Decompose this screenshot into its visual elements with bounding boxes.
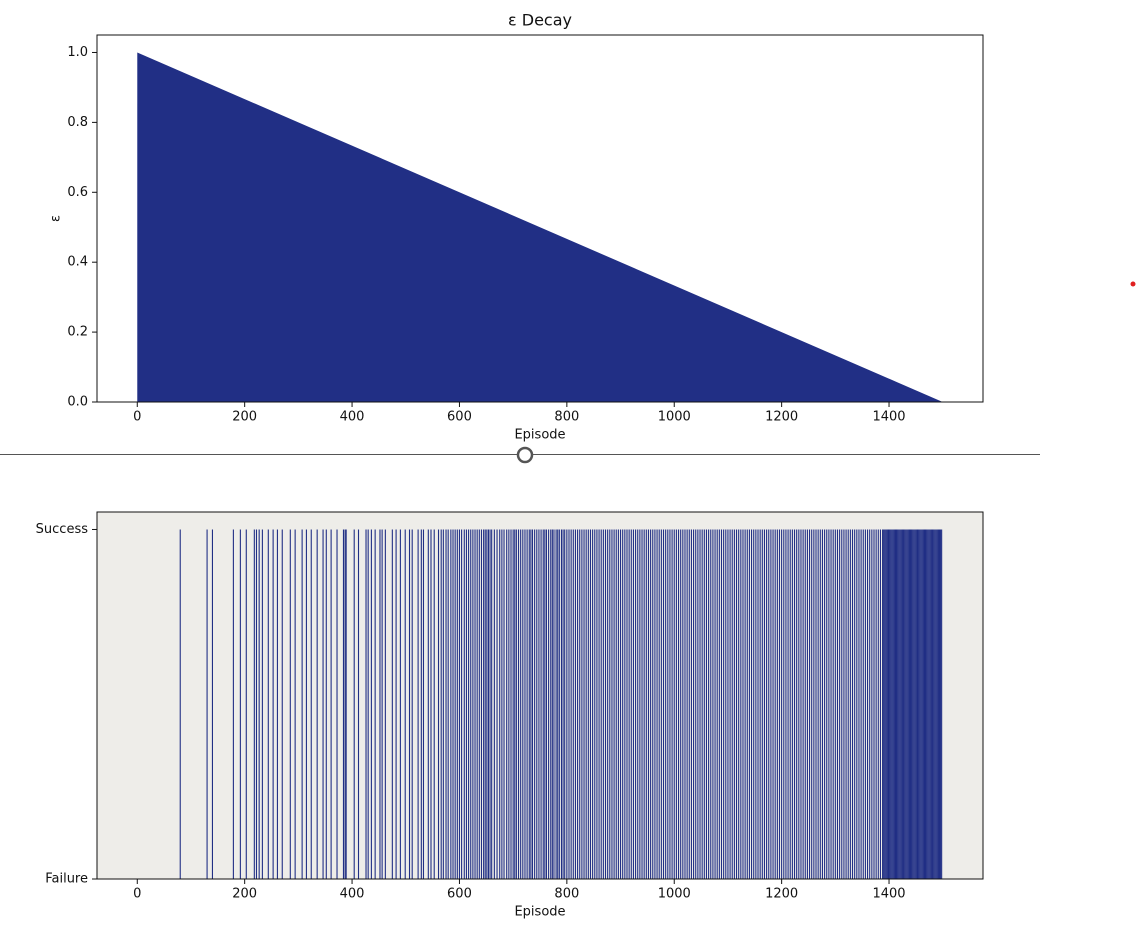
y-tick-label: 0.8: [67, 115, 88, 130]
x-tick-label: 1400: [872, 410, 905, 425]
y-tick-label: 0.4: [67, 255, 88, 270]
x-tick-label: 1200: [765, 410, 798, 425]
y-tick-label: 0.0: [67, 395, 88, 410]
x-tick-label: 800: [554, 410, 579, 425]
plot-frame: [96, 511, 984, 880]
x-axis-label: Episode: [514, 905, 565, 920]
x-axis-label: Episode: [514, 428, 565, 443]
x-tick-label: 1000: [658, 410, 691, 425]
x-tick-label: 400: [340, 410, 365, 425]
x-tick-label: 1400: [872, 887, 905, 902]
x-tick-label: 1200: [765, 887, 798, 902]
area: [137, 52, 943, 402]
y-tick-label: Success: [36, 522, 89, 537]
x-tick-label: 800: [554, 887, 579, 902]
x-tick-label: 200: [232, 410, 257, 425]
x-tick-label: 400: [340, 887, 365, 902]
y-tick-label: 0.2: [67, 325, 88, 340]
x-tick-label: 0: [133, 887, 141, 902]
cursor-dot: [1130, 281, 1136, 287]
y-tick-label: 1.0: [67, 45, 88, 60]
x-tick-label: 200: [232, 887, 257, 902]
y-tick-label: Failure: [45, 872, 88, 887]
chart-title: ε Decay: [508, 11, 572, 30]
y-axis-label: ε: [49, 215, 64, 222]
x-tick-label: 0: [133, 410, 141, 425]
x-tick-label: 600: [447, 887, 472, 902]
plot-frame: [96, 34, 984, 403]
y-tick-label: 0.6: [67, 185, 88, 200]
x-tick-label: 600: [447, 410, 472, 425]
x-tick-label: 1000: [658, 887, 691, 902]
divider-handle[interactable]: [516, 446, 534, 464]
